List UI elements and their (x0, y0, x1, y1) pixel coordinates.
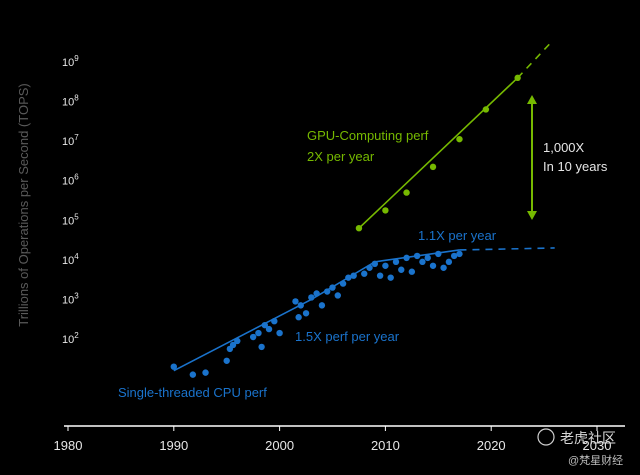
data-point (387, 274, 394, 281)
gap-arrow-head-up-icon (527, 95, 537, 104)
data-point (382, 262, 389, 269)
data-point (339, 280, 347, 287)
data-point (398, 266, 405, 273)
data-point (456, 135, 463, 143)
data-point (202, 369, 209, 376)
y-tick-label: 104 (62, 252, 79, 267)
x-tick-label: 2030 (583, 438, 612, 453)
data-point (413, 252, 421, 260)
x-tick-label: 2000 (265, 438, 294, 453)
y-tick-label: 106 (62, 173, 79, 188)
data-point (355, 225, 363, 232)
data-point (261, 321, 268, 329)
data-point (234, 337, 241, 345)
data-point (170, 363, 177, 370)
x-ticks: 1980 1990 2000 2010 2020 2030 (54, 426, 612, 453)
projection-line (517, 43, 550, 79)
cpu-late-rate-label: 1.1X per year (418, 228, 497, 243)
data-point (361, 270, 368, 277)
gap-label-2: In 10 years (543, 159, 608, 174)
data-point (324, 288, 331, 295)
data-point (408, 268, 416, 275)
data-point (456, 250, 463, 258)
x-tick-label: 2010 (371, 438, 400, 453)
data-point (302, 310, 310, 317)
data-point (318, 302, 326, 309)
cpu-series (170, 247, 555, 378)
data-point (350, 272, 357, 279)
data-point (450, 252, 458, 260)
data-point (334, 292, 341, 299)
data-point (440, 264, 447, 271)
data-point (403, 189, 410, 196)
data-point (403, 254, 410, 262)
data-point (366, 264, 373, 271)
data-point (429, 163, 437, 171)
x-tick-label: 1990 (159, 438, 188, 453)
gpu-rate-label: 2X per year (307, 149, 375, 164)
y-axis-title: Trillions of Operations per Second (TOPS… (16, 83, 31, 327)
data-point (435, 250, 442, 258)
data-point (189, 371, 197, 378)
gpu-series (355, 43, 550, 232)
x-tick-label: 1980 (54, 438, 83, 453)
data-point (345, 274, 352, 281)
data-point (223, 357, 230, 364)
data-point (482, 106, 490, 113)
cpu-early-rate-label: 1.5X perf per year (295, 329, 400, 344)
data-point (371, 260, 379, 268)
data-point (424, 254, 431, 262)
y-tick-label: 105 (62, 212, 79, 227)
data-point (271, 317, 278, 325)
data-point (255, 329, 262, 337)
data-point (514, 74, 521, 82)
y-ticks: 102 103 104 105 106 107 108 109 (62, 54, 79, 346)
data-point (295, 314, 302, 321)
data-point (292, 298, 299, 305)
data-point (382, 207, 389, 214)
y-tick-label: 109 (62, 54, 79, 69)
x-tick-label: 2020 (477, 438, 506, 453)
trend-line (173, 249, 460, 372)
cpu-series-label: Single-threaded CPU perf (118, 385, 267, 400)
data-point (276, 329, 283, 337)
data-point (329, 284, 336, 291)
data-point (258, 343, 265, 351)
data-point (392, 258, 400, 266)
data-point (445, 258, 453, 266)
gap-arrow (527, 95, 537, 220)
data-point (249, 333, 257, 341)
watermark: 老虎社区 @梵星财经 (537, 428, 623, 467)
data-point (419, 258, 426, 266)
watermark-sub: @梵星财经 (568, 453, 623, 467)
y-tick-label: 108 (62, 94, 79, 109)
watermark-main: 老虎社区 (560, 430, 616, 446)
gap-label-1: 1,000X (543, 140, 585, 155)
data-point (376, 272, 384, 279)
data-point (429, 262, 437, 269)
projection-line (459, 247, 555, 251)
y-tick-label: 103 (62, 291, 79, 306)
y-tick-label: 102 (62, 331, 79, 346)
y-axis-label: Trillions of Operations per Second (TOPS… (16, 83, 31, 327)
gpu-series-label: GPU-Computing perf (307, 128, 429, 143)
data-point (308, 294, 315, 301)
gap-arrow-head-down-icon (527, 211, 537, 220)
y-tick-label: 107 (62, 133, 79, 148)
data-point (265, 325, 273, 333)
data-point (313, 290, 320, 297)
watermark-logo-icon (537, 428, 555, 446)
data-point (229, 341, 237, 349)
data-point (297, 302, 304, 309)
trend-line (358, 77, 519, 229)
